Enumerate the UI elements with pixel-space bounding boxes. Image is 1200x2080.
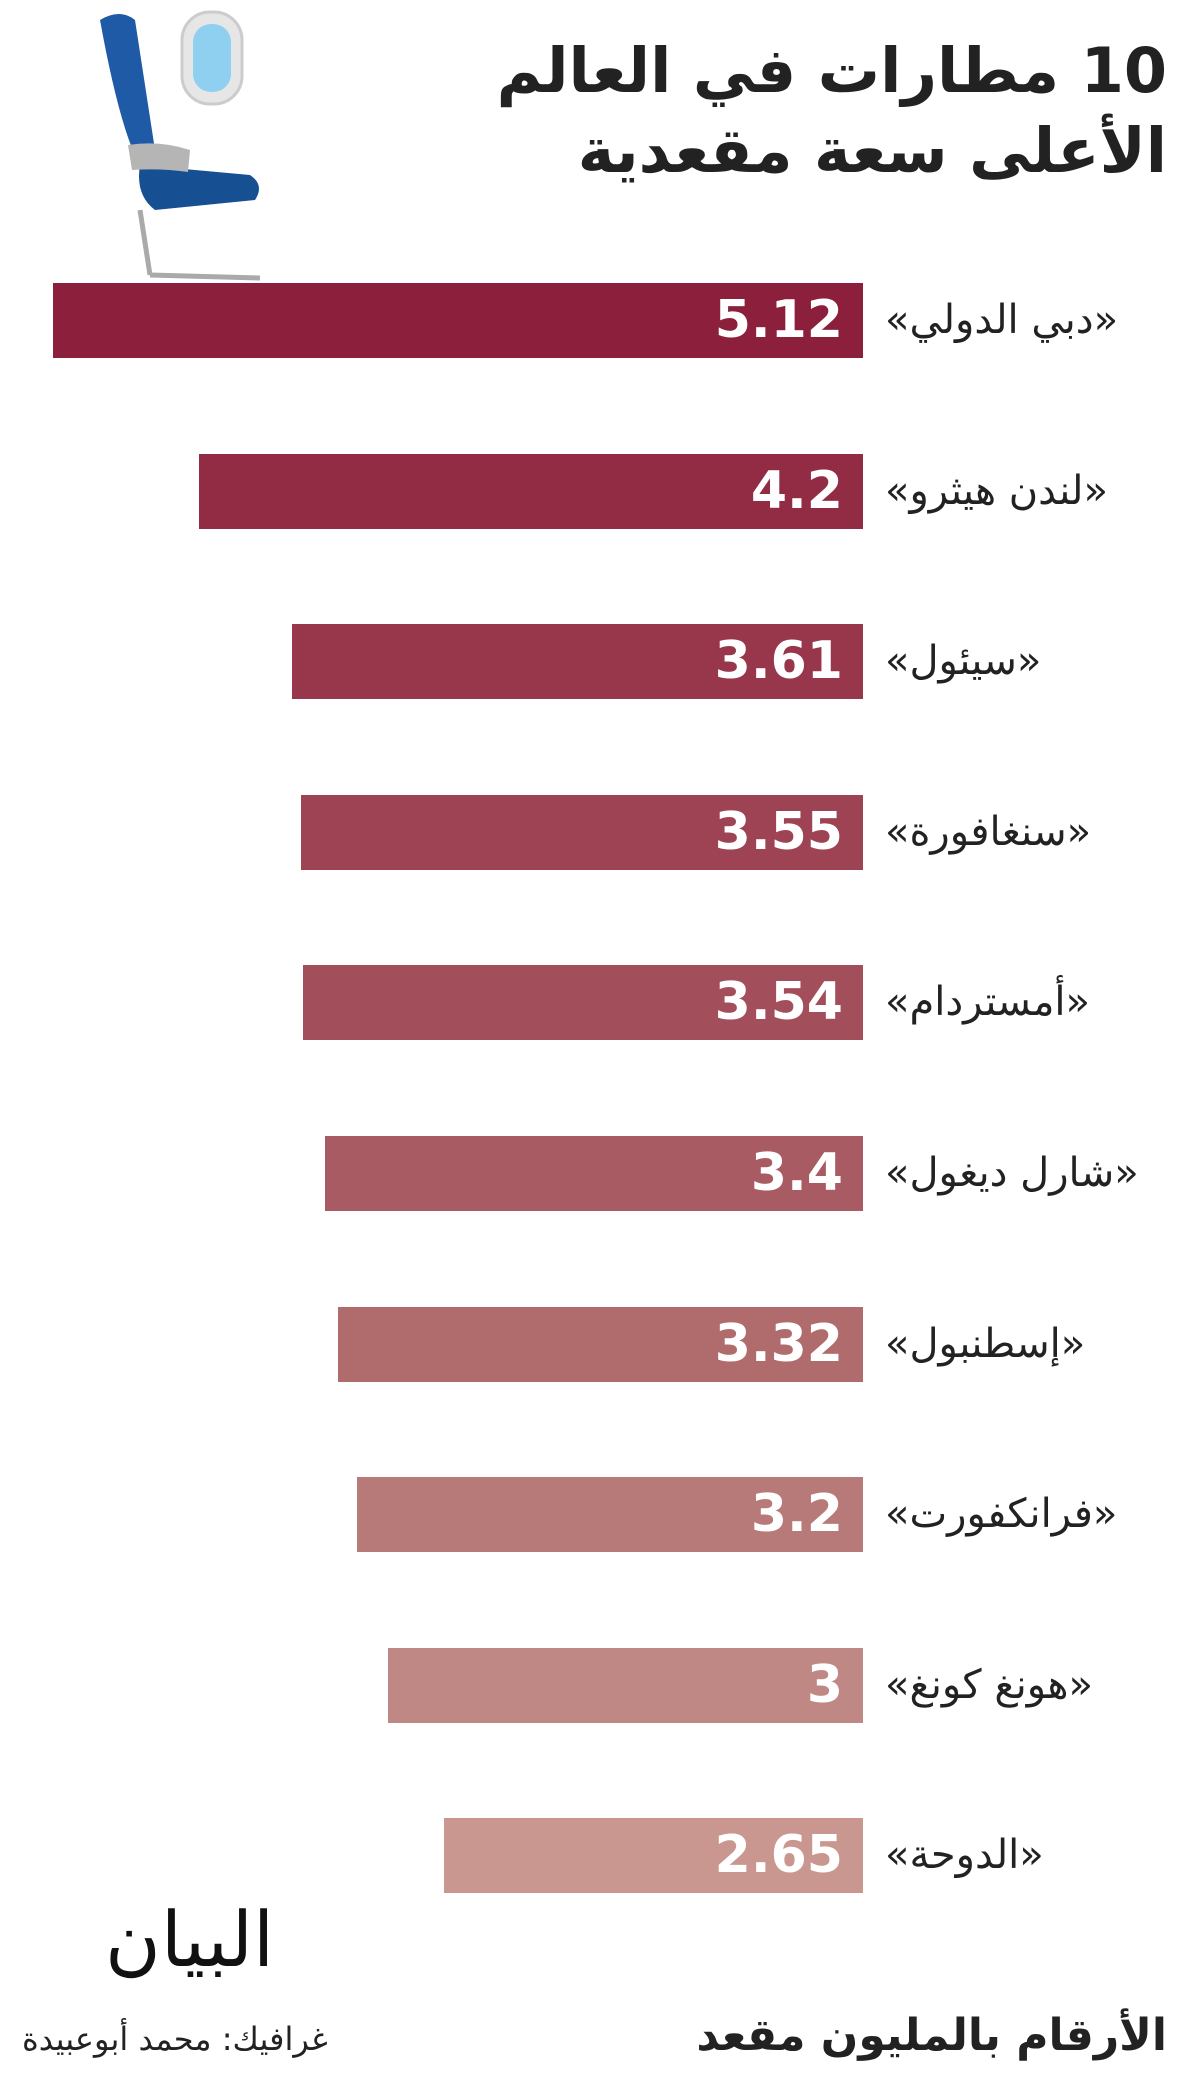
bar: 5.12 xyxy=(53,283,863,358)
chart-title: الأعلى سعة مقعدية xyxy=(577,114,1167,187)
bar: 3.55 xyxy=(301,794,863,870)
value-label: 3.55 xyxy=(714,801,843,862)
value-label: 4.2 xyxy=(750,460,843,521)
note: الأرقام بالمليون مقعد xyxy=(696,2010,1167,2061)
value-label: 2.65 xyxy=(714,1825,843,1886)
category-label: «أمستردام» xyxy=(885,979,1090,1026)
value-label: 3.54 xyxy=(714,972,843,1033)
bar: 3 xyxy=(388,1647,863,1723)
category-label: «سيئول» xyxy=(885,638,1042,685)
seat-icon xyxy=(100,10,261,281)
category-label: «سنغافورة» xyxy=(885,808,1092,855)
chart-title: 10 مطارات في العالم xyxy=(496,34,1167,107)
category-label: «الدوحة» xyxy=(885,1832,1044,1879)
category-label: «شارل ديغول» xyxy=(885,1150,1139,1196)
bar: 3.2 xyxy=(356,1477,863,1553)
bar: 3.61 xyxy=(291,624,863,700)
value-label: 5.12 xyxy=(714,290,843,350)
value-label: 3.4 xyxy=(750,1143,843,1203)
bar: 2.65 xyxy=(443,1818,863,1894)
bar: 3.32 xyxy=(337,1306,863,1382)
credit: غرافيك: محمد أبوعبيدة xyxy=(22,2020,328,2058)
logo: البيان xyxy=(105,1895,275,1984)
category-label: «لندن هيثرو» xyxy=(885,467,1108,514)
value-label: 3.2 xyxy=(750,1484,843,1545)
bar: 3.54 xyxy=(302,965,863,1041)
category-label: «هونغ كونغ» xyxy=(885,1661,1093,1708)
category-label: «دبي الدولي» xyxy=(885,297,1119,343)
bar: 4.2 xyxy=(198,453,863,529)
bar: 3.4 xyxy=(325,1136,863,1211)
category-label: «فرانكفورت» xyxy=(885,1491,1118,1538)
category-label: «إسطنبول» xyxy=(885,1320,1086,1367)
value-label: 3.32 xyxy=(714,1313,843,1374)
value-label: 3.61 xyxy=(714,631,843,692)
value-label: 3 xyxy=(806,1654,843,1715)
